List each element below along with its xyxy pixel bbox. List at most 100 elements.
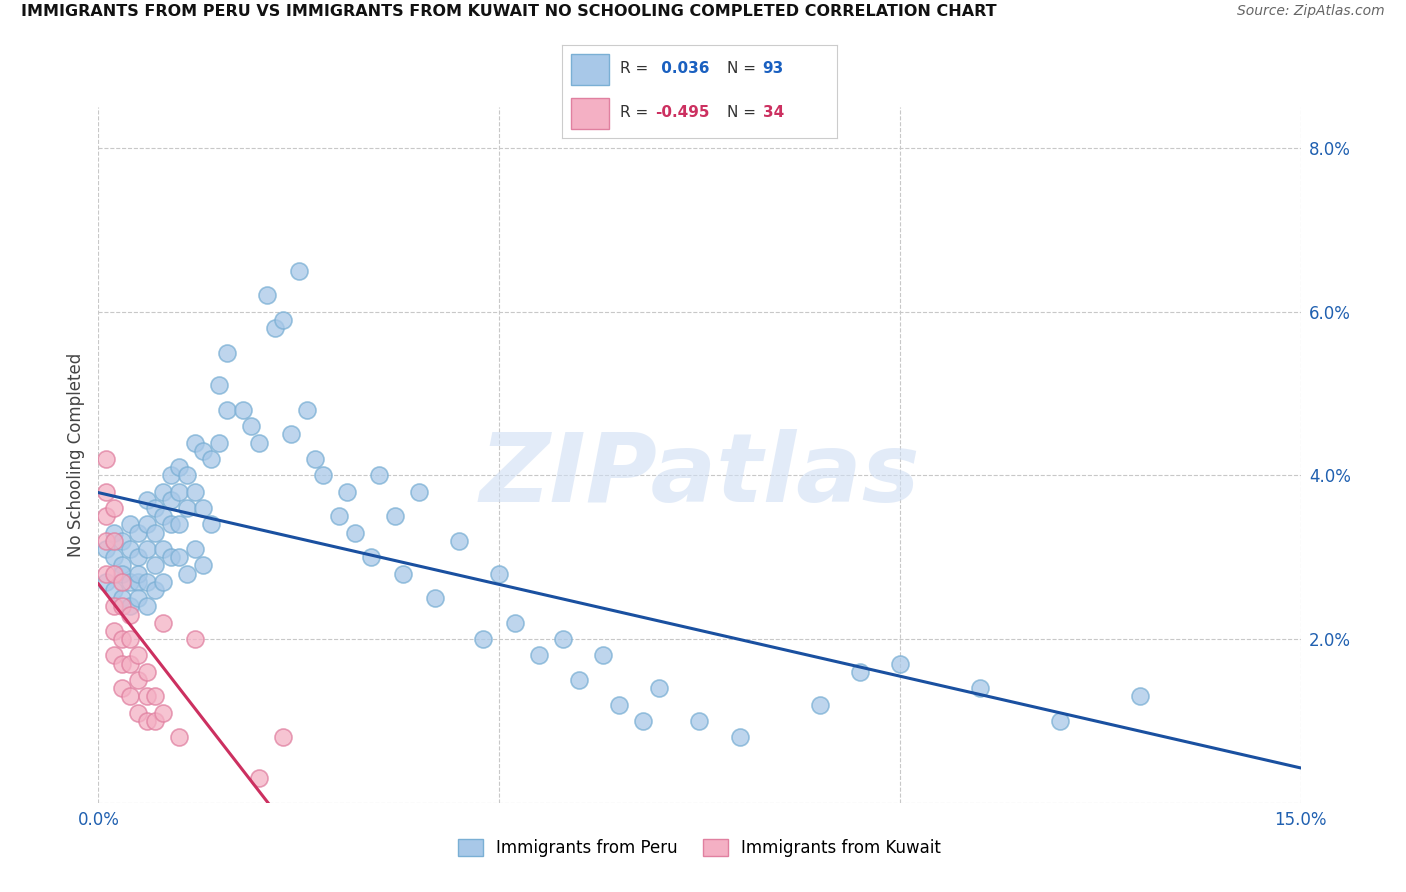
Point: [135, 517, 157, 532]
Point: [176, 566, 198, 581]
Text: IMMIGRANTS FROM PERU VS IMMIGRANTS FROM KUWAIT NO SCHOOLING COMPLETED CORRELATIO: IMMIGRANTS FROM PERU VS IMMIGRANTS FROM …: [21, 4, 997, 20]
Point: [553, 632, 575, 646]
Point: [633, 714, 655, 728]
Point: [152, 574, 174, 589]
Point: [328, 509, 350, 524]
Point: [648, 681, 671, 696]
Point: [96, 509, 118, 524]
Point: [689, 714, 711, 728]
Point: [472, 632, 495, 646]
Point: [423, 591, 446, 606]
Point: [312, 468, 335, 483]
Text: R =: R =: [620, 62, 654, 77]
Point: [103, 533, 125, 548]
Point: [103, 599, 125, 614]
Point: [152, 706, 174, 720]
Point: [167, 550, 190, 565]
Point: [592, 648, 614, 663]
Point: [280, 427, 302, 442]
Point: [167, 460, 190, 475]
Point: [103, 525, 125, 540]
Point: [215, 345, 238, 359]
Text: 0.036: 0.036: [655, 62, 709, 77]
Text: 93: 93: [762, 62, 783, 77]
Point: [111, 558, 134, 573]
Legend: Immigrants from Peru, Immigrants from Kuwait: Immigrants from Peru, Immigrants from Ku…: [451, 832, 948, 864]
Point: [111, 591, 134, 606]
Point: [120, 690, 142, 704]
Point: [120, 542, 142, 557]
Point: [103, 501, 125, 516]
Point: [111, 566, 134, 581]
Text: ZIPatlas: ZIPatlas: [479, 429, 920, 523]
Point: [111, 632, 134, 646]
Point: [568, 673, 591, 687]
Point: [135, 492, 157, 507]
Point: [343, 525, 366, 540]
Point: [96, 533, 118, 548]
Point: [128, 591, 150, 606]
Point: [143, 714, 166, 728]
Point: [191, 558, 214, 573]
Point: [103, 624, 125, 638]
Point: [128, 550, 150, 565]
Point: [111, 574, 134, 589]
Text: -0.495: -0.495: [655, 105, 710, 120]
Point: [143, 525, 166, 540]
Point: [288, 264, 311, 278]
Point: [96, 452, 118, 467]
FancyBboxPatch shape: [571, 54, 609, 85]
Point: [103, 582, 125, 597]
Point: [167, 517, 190, 532]
Text: 34: 34: [762, 105, 783, 120]
Point: [256, 288, 278, 302]
Point: [152, 484, 174, 499]
Point: [304, 452, 326, 467]
Point: [191, 501, 214, 516]
Point: [152, 542, 174, 557]
Point: [143, 690, 166, 704]
Point: [159, 550, 181, 565]
Point: [120, 517, 142, 532]
Point: [135, 714, 157, 728]
Point: [200, 452, 222, 467]
Point: [503, 615, 526, 630]
Point: [128, 648, 150, 663]
Point: [969, 681, 991, 696]
Y-axis label: No Schooling Completed: No Schooling Completed: [66, 353, 84, 557]
Point: [159, 492, 181, 507]
Point: [111, 657, 134, 671]
Point: [135, 665, 157, 679]
Point: [96, 484, 118, 499]
Point: [609, 698, 631, 712]
Point: [247, 771, 270, 785]
Point: [167, 731, 190, 745]
Point: [849, 665, 872, 679]
Point: [111, 681, 134, 696]
Point: [111, 599, 134, 614]
Text: Source: ZipAtlas.com: Source: ZipAtlas.com: [1237, 4, 1385, 19]
Point: [159, 517, 181, 532]
Point: [208, 435, 231, 450]
Point: [120, 599, 142, 614]
Point: [368, 468, 391, 483]
Point: [392, 566, 415, 581]
Point: [143, 501, 166, 516]
Point: [143, 558, 166, 573]
Point: [135, 542, 157, 557]
Point: [159, 468, 181, 483]
Point: [183, 542, 205, 557]
Point: [152, 615, 174, 630]
Point: [96, 542, 118, 557]
Point: [111, 533, 134, 548]
Text: R =: R =: [620, 105, 654, 120]
Point: [295, 403, 318, 417]
Point: [128, 706, 150, 720]
Point: [128, 574, 150, 589]
Point: [183, 484, 205, 499]
Point: [208, 378, 231, 392]
Point: [408, 484, 430, 499]
Point: [191, 443, 214, 458]
Point: [167, 484, 190, 499]
Point: [336, 484, 359, 499]
